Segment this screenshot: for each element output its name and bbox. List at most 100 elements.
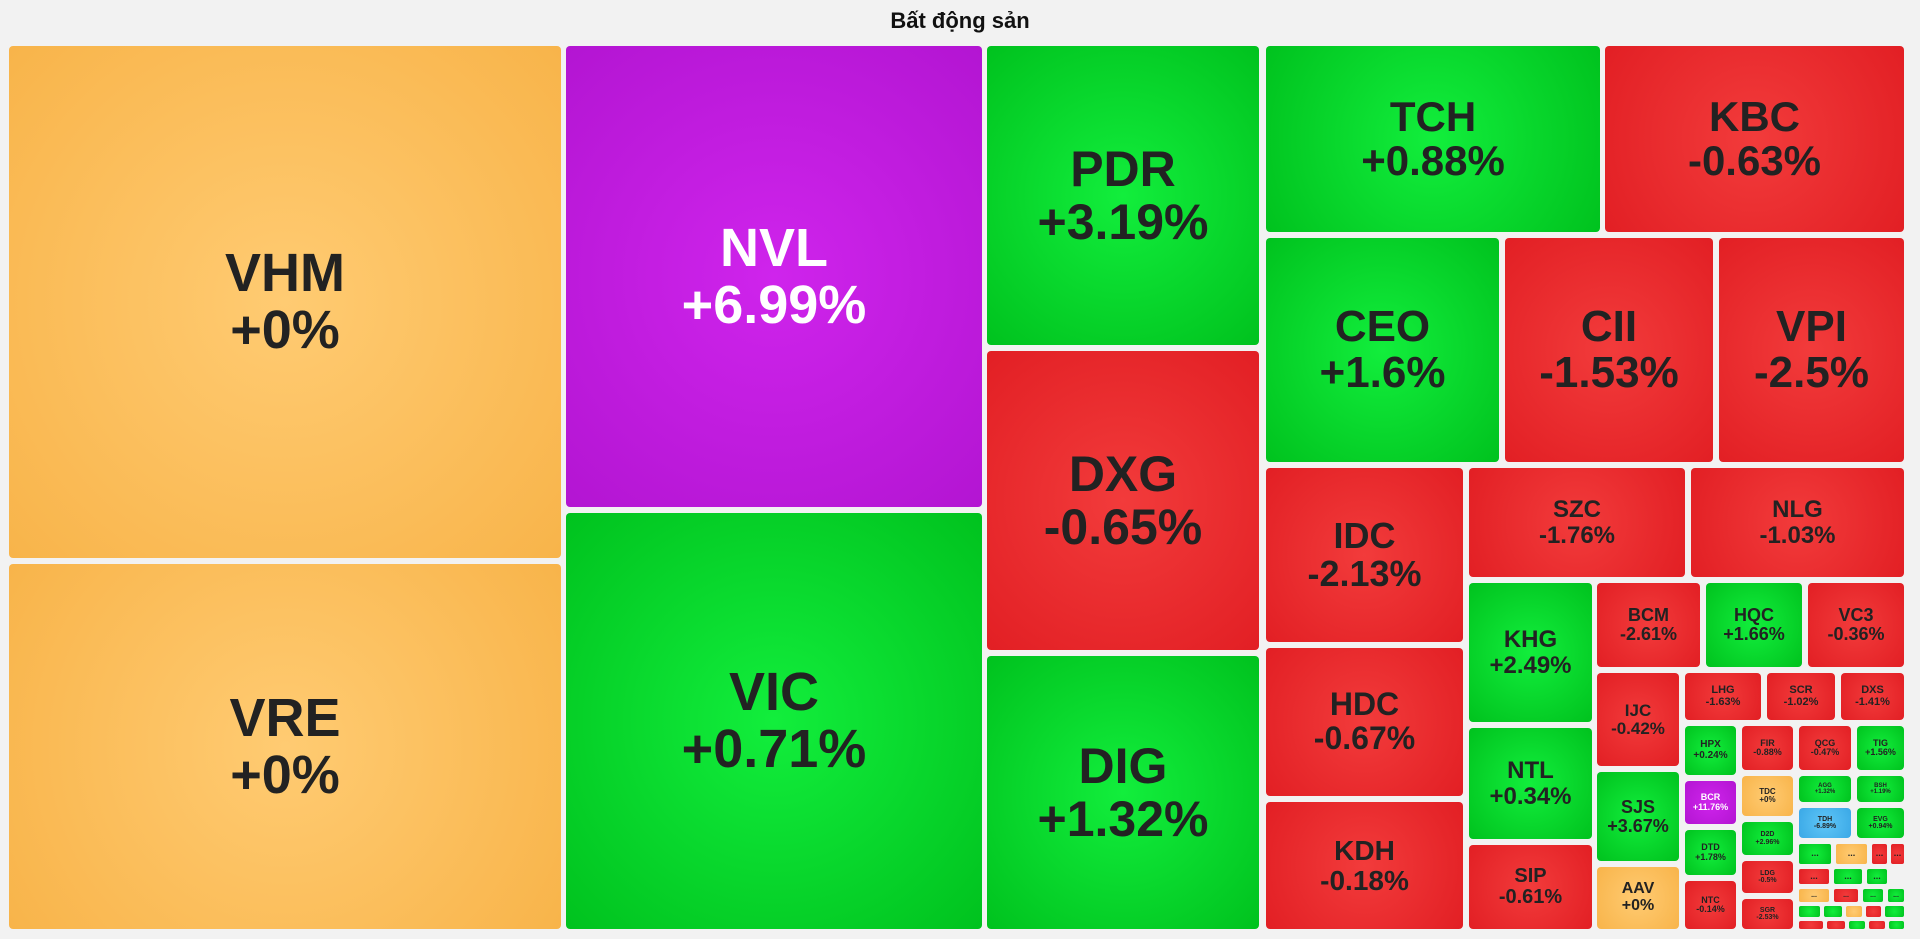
tile-overflow[interactable]: ...	[1888, 889, 1904, 902]
tile-ticker: VIC	[728, 662, 820, 723]
tile-overflow[interactable]	[1869, 921, 1885, 929]
tile-tdc[interactable]: TDC +0%	[1742, 776, 1793, 816]
tile-more-label: ...	[1847, 848, 1856, 859]
tile-overflow[interactable]	[1866, 906, 1881, 917]
tile-bcm[interactable]: BCM -2.61%	[1597, 583, 1700, 667]
tile-ticker: TDC	[1759, 786, 1776, 796]
tile-change: +0%	[230, 744, 340, 805]
tile-ticker: CEO	[1334, 301, 1431, 351]
tile-ticker: CII	[1580, 301, 1638, 351]
tile-overflow[interactable]: ...	[1834, 889, 1858, 902]
tile-ticker: NTC	[1701, 894, 1720, 905]
tile-ticker: BSH	[1874, 782, 1887, 789]
tile-overflow[interactable]	[1799, 906, 1820, 917]
tile-change: -0.14%	[1696, 904, 1725, 914]
tile-overflow[interactable]	[1849, 921, 1865, 929]
tile-dxs[interactable]: DXS -1.41%	[1841, 673, 1904, 720]
tile-change: +11.76%	[1692, 801, 1729, 812]
tile-overflow[interactable]: ...	[1799, 869, 1829, 884]
tile-overflow[interactable]: ...	[1863, 889, 1883, 902]
tile-overflow[interactable]: ...	[1834, 869, 1862, 884]
tile-tdh[interactable]: TDH -6.89%	[1799, 808, 1851, 838]
tile-overflow[interactable]	[1824, 906, 1842, 917]
tile-change: -1.03%	[1759, 521, 1836, 549]
tile-bcr[interactable]: BCR +11.76%	[1685, 781, 1736, 824]
tile-qcg[interactable]: QCG -0.47%	[1799, 726, 1851, 770]
tile-sgr[interactable]: SGR -2.53%	[1742, 899, 1793, 929]
tile-change: +3.19%	[1037, 193, 1209, 250]
tile-vre[interactable]: VRE +0%	[9, 564, 561, 929]
tile-change: -2.13%	[1307, 553, 1422, 594]
tile-ijc[interactable]: IJC -0.42%	[1597, 673, 1679, 766]
tile-agg[interactable]: AGG +1.32%	[1799, 776, 1851, 802]
tile-sip[interactable]: SIP -0.61%	[1469, 845, 1592, 929]
tile-nlg[interactable]: NLG -1.03%	[1691, 468, 1904, 577]
tile-dtd[interactable]: DTD +1.78%	[1685, 830, 1736, 875]
tile-ticker: DXS	[1861, 683, 1884, 696]
tile-aav[interactable]: AAV +0%	[1597, 867, 1679, 929]
tile-change: -0.63%	[1687, 137, 1822, 184]
tile-evg[interactable]: EVG +0.94%	[1857, 808, 1904, 838]
tile-pdr[interactable]: PDR +3.19%	[987, 46, 1259, 345]
tile-change: -6.89%	[1813, 823, 1837, 830]
tile-ldg[interactable]: LDG -0.5%	[1742, 861, 1793, 893]
tile-vpi[interactable]: VPI -2.5%	[1719, 238, 1904, 462]
tile-khg[interactable]: KHG +2.49%	[1469, 583, 1592, 722]
tile-change: +0.24%	[1693, 749, 1728, 761]
tile-change: +0%	[230, 300, 340, 360]
tile-ticker: AAV	[1621, 880, 1655, 898]
tile-ticker: D2D	[1760, 831, 1775, 839]
tile-tig[interactable]: TIG +1.56%	[1857, 726, 1904, 770]
tile-overflow[interactable]	[1889, 921, 1904, 929]
tile-ticker: LHG	[1711, 683, 1735, 696]
tile-hqc[interactable]: HQC +1.66%	[1706, 583, 1802, 667]
tile-ticker: HQC	[1734, 605, 1774, 626]
tile-cii[interactable]: CII -1.53%	[1505, 238, 1713, 462]
tile-ticker: QCG	[1814, 737, 1836, 748]
tile-fir[interactable]: FIR -0.88%	[1742, 726, 1793, 770]
tile-vic[interactable]: VIC +0.71%	[566, 513, 982, 929]
tile-change: -2.53%	[1756, 914, 1779, 921]
tile-tch[interactable]: TCH +0.88%	[1266, 46, 1600, 232]
tile-d2d[interactable]: D2D +2.96%	[1742, 822, 1793, 855]
tile-ticker: FIR	[1760, 737, 1775, 748]
tile-hpx[interactable]: HPX +0.24%	[1685, 726, 1736, 775]
tile-szc[interactable]: SZC -1.76%	[1469, 468, 1685, 577]
tile-ntl[interactable]: NTL +0.34%	[1469, 728, 1592, 839]
tile-change: +0.94%	[1868, 823, 1893, 830]
tile-change: -0.42%	[1611, 718, 1665, 738]
tile-change: +2.96%	[1755, 838, 1780, 846]
tile-change: -1.76%	[1538, 521, 1616, 549]
tile-overflow[interactable]: ...	[1836, 844, 1867, 864]
tile-overflow[interactable]	[1827, 921, 1845, 929]
tile-overflow[interactable]: ...	[1872, 844, 1887, 864]
tile-dig[interactable]: DIG +1.32%	[987, 656, 1259, 929]
tile-ntc[interactable]: NTC -0.14%	[1685, 881, 1736, 929]
tile-change: -1.63%	[1705, 695, 1741, 708]
tile-kdh[interactable]: KDH -0.18%	[1266, 802, 1463, 929]
tile-overflow[interactable]: ...	[1799, 844, 1831, 864]
tile-bsh[interactable]: BSH +1.19%	[1857, 776, 1904, 802]
tile-nvl[interactable]: NVL +6.99%	[566, 46, 982, 507]
tile-vhm[interactable]: VHM +0%	[9, 46, 561, 558]
tile-ticker: KBC	[1709, 92, 1800, 140]
tile-change: +1.32%	[1037, 790, 1209, 847]
tile-overflow[interactable]: ...	[1867, 869, 1887, 884]
tile-ceo[interactable]: CEO +1.6%	[1266, 238, 1499, 462]
tile-overflow[interactable]	[1846, 906, 1862, 917]
tile-scr[interactable]: SCR -1.02%	[1767, 673, 1835, 720]
tile-ticker: IDC	[1333, 515, 1396, 557]
tile-overflow[interactable]: ...	[1891, 844, 1904, 864]
tile-overflow[interactable]: ...	[1799, 889, 1829, 902]
tile-dxg[interactable]: DXG -0.65%	[987, 351, 1259, 650]
tile-overflow[interactable]	[1885, 906, 1904, 917]
tile-hdc[interactable]: HDC -0.67%	[1266, 648, 1463, 796]
tile-overflow[interactable]	[1799, 921, 1823, 929]
tile-lhg[interactable]: LHG -1.63%	[1685, 673, 1761, 720]
tile-idc[interactable]: IDC -2.13%	[1266, 468, 1463, 642]
tile-sjs[interactable]: SJS +3.67%	[1597, 772, 1679, 861]
tile-kbc[interactable]: KBC -0.63%	[1605, 46, 1904, 232]
tile-change: -1.41%	[1855, 695, 1890, 708]
tile-vc3[interactable]: VC3 -0.36%	[1808, 583, 1904, 667]
